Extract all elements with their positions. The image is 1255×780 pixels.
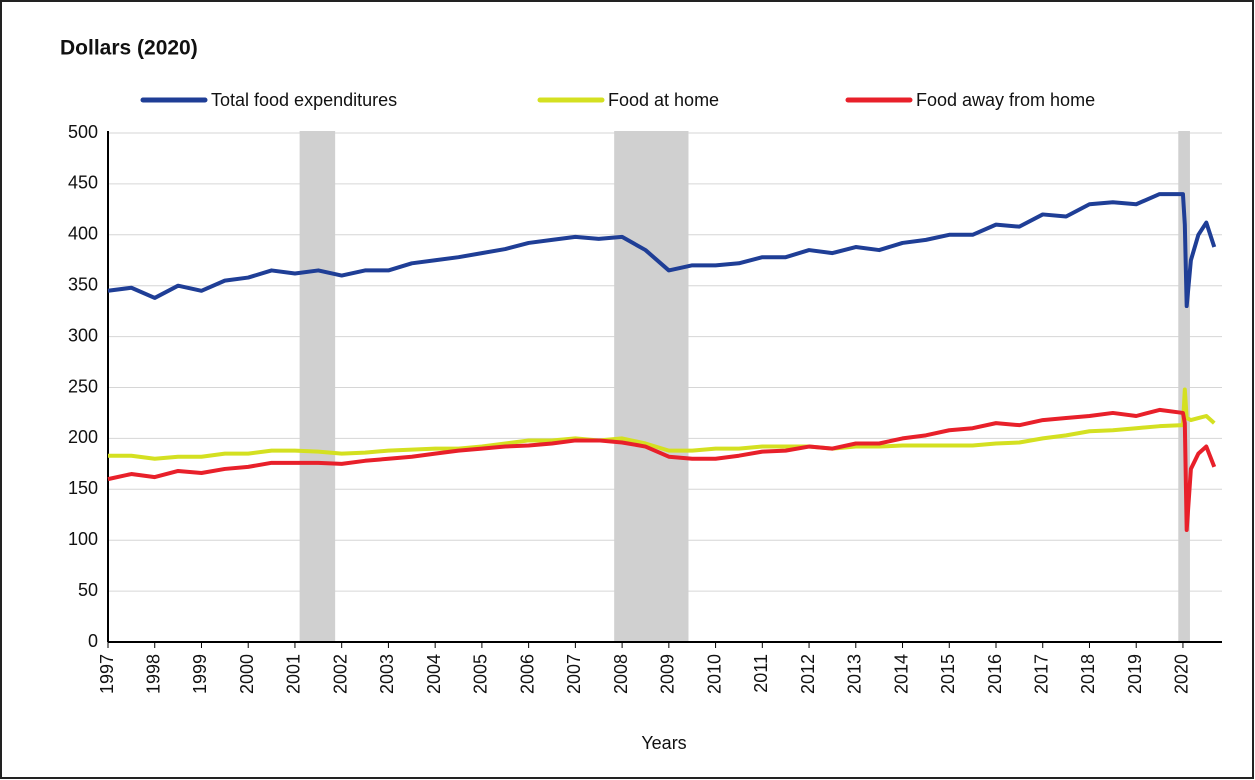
y-tick-label: 450 — [68, 173, 98, 193]
x-tick-label: 1998 — [143, 654, 163, 694]
y-tick-label: 200 — [68, 427, 98, 447]
x-tick-label: 2011 — [751, 654, 771, 693]
x-tick-label: 2004 — [424, 654, 444, 694]
y-tick-label: 50 — [78, 580, 98, 600]
x-tick-label: 2008 — [611, 654, 631, 694]
x-tick-label: 2018 — [1078, 654, 1098, 694]
series-line — [107, 407, 1217, 533]
series-line — [107, 192, 1217, 309]
recession-band — [299, 131, 336, 642]
legend-label: Food away from home — [916, 90, 1095, 110]
y-tick-label: 350 — [68, 274, 98, 294]
y-axis-title: Dollars (2020) — [60, 37, 198, 60]
x-tick-label: 2019 — [1125, 654, 1145, 694]
x-tick-label: 2013 — [845, 654, 865, 694]
x-tick-label: 1999 — [190, 654, 210, 694]
series-line — [108, 387, 1216, 461]
x-tick-label: 2009 — [658, 654, 678, 694]
y-tick-label: 150 — [68, 478, 98, 498]
x-tick-label: 2000 — [237, 654, 257, 694]
x-tick-label: 1997 — [97, 654, 117, 694]
x-tick-label: 2015 — [938, 654, 958, 694]
y-tick-label: 250 — [68, 376, 98, 396]
legend-label: Food at home — [608, 90, 719, 110]
y-tick-label: 400 — [68, 224, 98, 244]
y-tick-label: 300 — [68, 325, 98, 345]
x-tick-label: 2002 — [330, 654, 350, 694]
x-tick-label: 2010 — [704, 654, 724, 694]
legend-label: Total food expenditures — [211, 90, 397, 110]
x-tick-label: 2003 — [377, 654, 397, 694]
x-tick-label: 2007 — [564, 654, 584, 694]
recession-band — [1178, 131, 1190, 642]
x-tick-label: 2001 — [284, 654, 304, 694]
y-tick-label: 500 — [68, 122, 98, 142]
x-tick-label: 2005 — [471, 654, 491, 694]
x-tick-label: 2014 — [891, 654, 911, 694]
x-tick-label: 2016 — [985, 654, 1005, 694]
x-tick-label: 2017 — [1031, 654, 1051, 694]
x-axis-title: Years — [641, 733, 686, 753]
recession-band — [614, 131, 689, 642]
x-tick-label: 2020 — [1172, 654, 1192, 694]
x-tick-label: 2006 — [517, 654, 537, 694]
y-tick-label: 0 — [88, 631, 98, 651]
y-tick-label: 100 — [68, 529, 98, 549]
x-tick-label: 2012 — [798, 654, 818, 694]
